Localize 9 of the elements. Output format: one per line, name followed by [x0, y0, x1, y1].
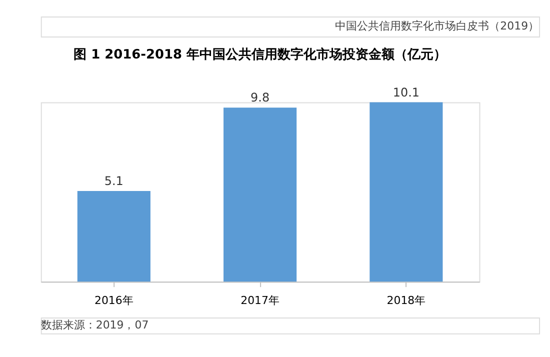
x-tick-label: 2018年: [386, 294, 426, 308]
chart-title: 图 1 2016-2018 年中国公共信用数字化市场投资金额（亿元）: [74, 46, 447, 62]
data-label: 5.1: [104, 174, 124, 188]
x-tick-label: 2016年: [94, 294, 134, 308]
data-label: 9.8: [250, 90, 270, 105]
x-tick-label: 2017年: [240, 294, 280, 308]
text: 中国公共信用数字化市场白皮书（2019）: [335, 20, 540, 33]
data-label: 10.1: [392, 85, 420, 100]
source-note: 数据来源：2019，07: [40, 318, 149, 332]
